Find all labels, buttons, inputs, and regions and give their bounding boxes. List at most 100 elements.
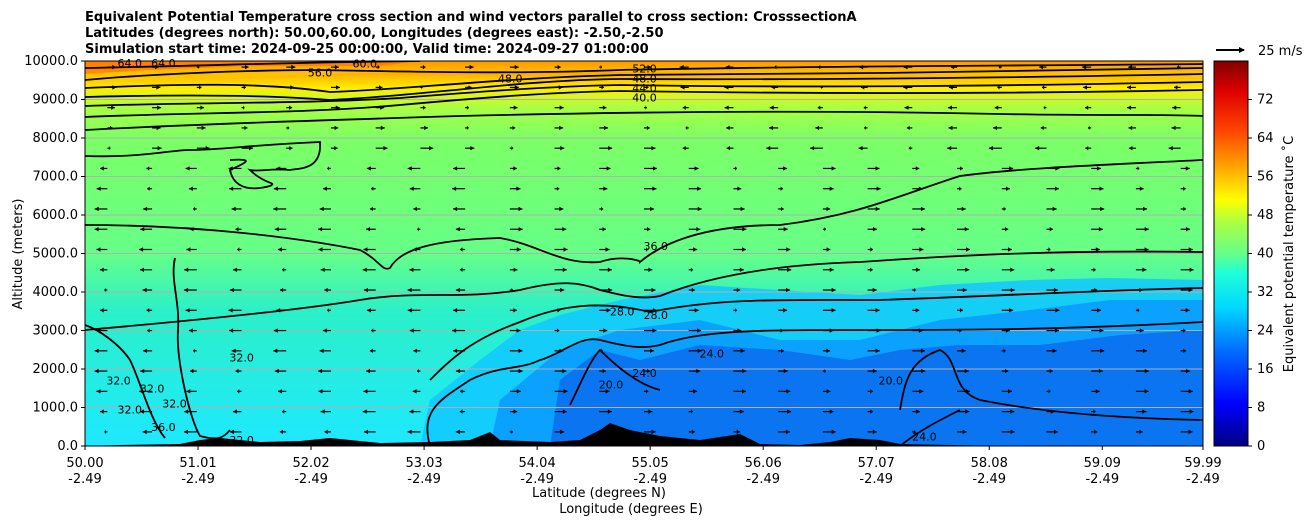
wind-vector-head bbox=[422, 64, 426, 70]
wind-vector-head bbox=[1183, 186, 1186, 191]
wind-vector-head bbox=[1039, 64, 1043, 70]
hot-band bbox=[85, 61, 420, 74]
y-tick-label: 9000.0 bbox=[33, 93, 79, 108]
wind-vector-head bbox=[829, 409, 834, 414]
wind-vector-head bbox=[455, 429, 460, 435]
wind-vector-head bbox=[205, 145, 210, 151]
colorbar-tick-label: 0 bbox=[1257, 439, 1265, 454]
wind-vector-head bbox=[603, 186, 608, 191]
wind-vector-head bbox=[455, 287, 460, 293]
lowest-theta-region bbox=[550, 330, 1203, 446]
wind-vector-head bbox=[563, 247, 568, 252]
wind-vector-head bbox=[369, 348, 373, 354]
wind-vector-head bbox=[276, 308, 281, 313]
wind-vector-head bbox=[915, 166, 920, 171]
contour-label: 52.0 bbox=[632, 63, 657, 76]
wind-vector-head bbox=[691, 287, 695, 293]
y-tick-label: 6000.0 bbox=[33, 208, 79, 223]
wind-vector-head bbox=[139, 389, 144, 394]
wind-vector-head bbox=[186, 247, 191, 252]
wind-vector-head bbox=[327, 166, 330, 171]
wind-vector-head bbox=[870, 267, 873, 272]
wind-vector-head bbox=[726, 125, 730, 131]
contour-line-40 bbox=[85, 89, 1203, 118]
wind-vector-head bbox=[870, 409, 873, 414]
chart-title-line-3: Simulation start time: 2024-09-25 00:00:… bbox=[85, 42, 649, 57]
wind-vector-head bbox=[104, 287, 106, 293]
wind-vector-head bbox=[417, 227, 419, 232]
wind-vector-head bbox=[459, 389, 463, 394]
wind-vector-head bbox=[235, 368, 239, 374]
wind-vector-head bbox=[322, 186, 327, 191]
wind-vector-head bbox=[453, 206, 458, 212]
wind-vector-head bbox=[829, 267, 834, 272]
wind-vector-head bbox=[903, 64, 908, 70]
colorbar-tick-label: 8 bbox=[1257, 401, 1265, 416]
wind-vector-head bbox=[696, 227, 701, 232]
wind-vector-head bbox=[334, 64, 339, 70]
wind-vector-head bbox=[229, 429, 234, 435]
wind-vector-head bbox=[647, 64, 652, 70]
wind-vector-head bbox=[243, 105, 245, 110]
contour-label: 32.0 bbox=[106, 375, 131, 388]
wind-vector-head bbox=[327, 308, 330, 313]
wind-vector-head bbox=[872, 227, 877, 232]
wind-vector-head bbox=[362, 267, 367, 272]
wind-vector-head bbox=[1098, 227, 1103, 232]
wind-vector-head bbox=[1003, 206, 1006, 212]
wind-vector-head bbox=[409, 267, 414, 272]
wind-vector-head bbox=[424, 125, 429, 131]
wind-vector-head bbox=[139, 267, 144, 272]
colorbar-tick-label: 48 bbox=[1257, 208, 1274, 223]
wind-vector-head bbox=[518, 227, 523, 232]
wind-vector-head bbox=[513, 166, 517, 171]
contour-label: 24.0 bbox=[912, 430, 937, 443]
contour-label: 28.0 bbox=[610, 305, 635, 318]
wind-vector-head bbox=[960, 166, 963, 171]
wind-vector-head bbox=[914, 287, 916, 293]
wind-vector-head bbox=[766, 145, 771, 151]
wind-vector-head bbox=[679, 64, 684, 70]
x-tick-label-lon: -2.49 bbox=[1085, 472, 1119, 487]
wind-vector-head bbox=[965, 267, 970, 272]
contour-label: 64.0 bbox=[151, 57, 176, 70]
wind-vector-head bbox=[786, 247, 791, 252]
wind-vector-head bbox=[1035, 145, 1040, 151]
wind-vector-head bbox=[198, 64, 200, 70]
y-tick-label: 8000.0 bbox=[33, 131, 79, 146]
wind-vector-head bbox=[1096, 166, 1101, 171]
wind-vector-head bbox=[965, 409, 970, 414]
wind-vector-head bbox=[951, 64, 955, 70]
wind-vector-head bbox=[142, 429, 147, 435]
wind-vector-head bbox=[1189, 267, 1194, 272]
wind-vector-head bbox=[1143, 206, 1148, 212]
wind-vector-head bbox=[919, 247, 924, 252]
wind-vector-head bbox=[318, 247, 323, 252]
wind-vector-head bbox=[513, 308, 517, 313]
wind-vector-head bbox=[423, 105, 426, 110]
wind-vector-head bbox=[513, 409, 518, 414]
wind-vector-head bbox=[947, 145, 952, 151]
wind-vector-head bbox=[407, 287, 412, 293]
wind-vector-head bbox=[1093, 409, 1096, 414]
wind-vector-head bbox=[829, 186, 834, 191]
wind-vector-head bbox=[783, 308, 788, 313]
chart-title-line-1: Equivalent Potential Temperature cross s… bbox=[85, 10, 857, 25]
wind-vector-head bbox=[156, 85, 161, 90]
wind-vector-head bbox=[1082, 85, 1087, 90]
wind-vector-head bbox=[787, 409, 792, 414]
contour-label: 32.0 bbox=[229, 434, 254, 447]
wind-vector-head bbox=[108, 145, 111, 151]
contour-line-20 bbox=[569, 348, 661, 406]
contour-line-32-upper bbox=[85, 324, 166, 439]
wind-vector-head bbox=[94, 206, 99, 212]
wind-vector-head bbox=[604, 125, 609, 131]
wind-vector-head bbox=[143, 348, 148, 354]
wind-vector-head bbox=[607, 267, 612, 272]
contour-label: 40.0 bbox=[632, 92, 657, 105]
wind-vector-head bbox=[290, 85, 295, 90]
wind-vector-head bbox=[366, 227, 371, 232]
x-tick-label-lat: 51.01 bbox=[179, 456, 216, 471]
x-tick-label-lon: -2.49 bbox=[407, 472, 441, 487]
wind-vector-head bbox=[1142, 267, 1147, 272]
